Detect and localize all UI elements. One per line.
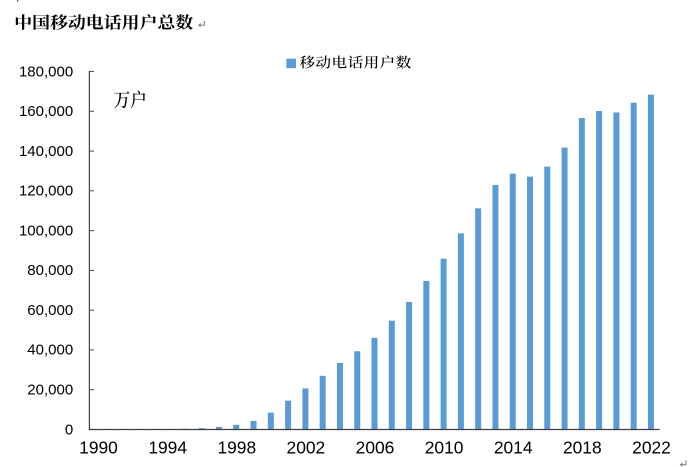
svg-text:2010: 2010: [425, 438, 464, 458]
svg-text:2006: 2006: [356, 438, 395, 458]
svg-text:2014: 2014: [494, 438, 533, 458]
svg-text:160,000: 160,000: [19, 103, 73, 120]
svg-text:1994: 1994: [148, 438, 187, 458]
svg-text:1998: 1998: [217, 438, 256, 458]
svg-text:140,000: 140,000: [19, 143, 73, 160]
svg-text:2022: 2022: [632, 438, 671, 458]
svg-text:100,000: 100,000: [19, 222, 73, 239]
svg-text:1990: 1990: [79, 438, 118, 458]
svg-text:180,000: 180,000: [19, 63, 73, 80]
svg-text:2002: 2002: [287, 438, 326, 458]
svg-text:20,000: 20,000: [27, 382, 73, 399]
svg-text:2018: 2018: [563, 438, 602, 458]
svg-text:60,000: 60,000: [27, 302, 73, 319]
svg-text:40,000: 40,000: [27, 342, 73, 359]
svg-text:120,000: 120,000: [19, 183, 73, 200]
svg-text:0: 0: [65, 421, 73, 438]
svg-text:80,000: 80,000: [27, 262, 73, 279]
